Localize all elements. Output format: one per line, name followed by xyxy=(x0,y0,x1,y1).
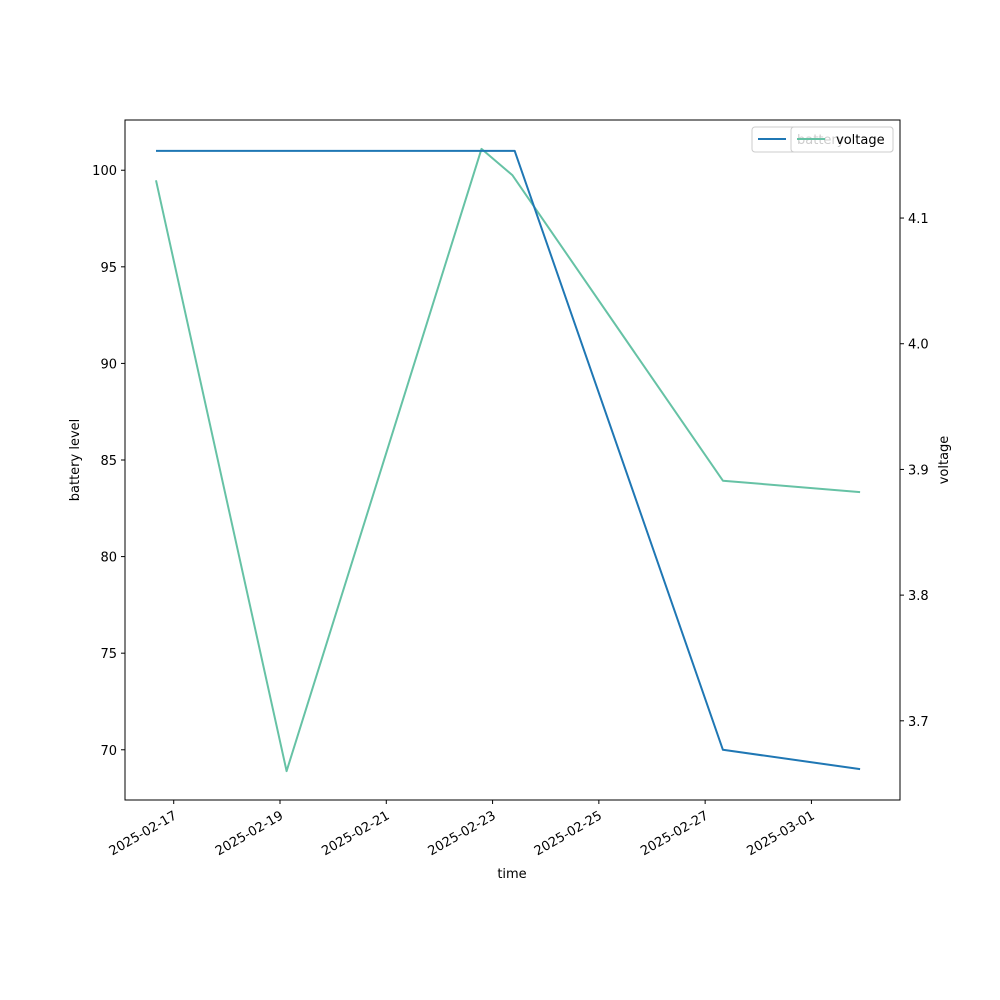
right-y-axis: 3.7 3.8 3.9 4.0 4.1 xyxy=(900,212,929,730)
right-y-axis-label: voltage xyxy=(937,436,952,485)
right-y-tick-label: 4.0 xyxy=(908,338,929,353)
left-y-tick-label: 95 xyxy=(100,261,117,276)
left-y-tick-label: 100 xyxy=(92,164,117,179)
series-line-voltage xyxy=(155,147,861,773)
right-y-tick-label: 3.7 xyxy=(908,715,929,730)
left-y-axis: 70 75 80 85 90 95 100 xyxy=(92,164,125,759)
left-y-tick-label: 85 xyxy=(100,454,117,469)
x-axis-label: time xyxy=(497,867,526,882)
right-y-tick-label: 4.1 xyxy=(908,212,929,227)
series-line-battery xyxy=(156,149,861,771)
left-y-tick-label: 75 xyxy=(100,647,117,662)
right-y-tick-label: 3.8 xyxy=(908,589,929,604)
legend-voltage-label: voltage xyxy=(836,133,885,148)
series-layer xyxy=(155,147,861,773)
left-y-tick-label: 70 xyxy=(100,744,117,759)
left-y-tick-label: 90 xyxy=(100,357,117,372)
legend-voltage-frame xyxy=(790,126,894,153)
left-y-axis-label: battery level xyxy=(68,419,83,502)
left-y-tick-label: 80 xyxy=(100,551,117,566)
legend-voltage: voltage xyxy=(790,126,894,153)
right-y-tick-label: 3.9 xyxy=(908,463,929,478)
